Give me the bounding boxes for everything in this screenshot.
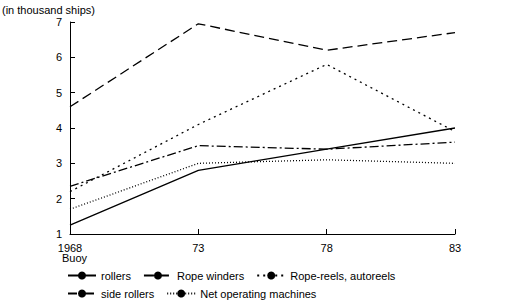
svg-text:4: 4: [56, 122, 62, 134]
svg-text:73: 73: [192, 242, 204, 254]
svg-text:Rope-reels, autoreels: Rope-reels, autoreels: [290, 270, 396, 282]
svg-text:2: 2: [56, 193, 62, 205]
svg-text:3: 3: [56, 157, 62, 169]
svg-text:Net operating machines: Net operating machines: [200, 288, 317, 300]
svg-text:1968: 1968: [58, 242, 82, 254]
svg-text:Rope winders: Rope winders: [177, 270, 245, 282]
svg-text:rollers: rollers: [101, 270, 131, 282]
svg-text:5: 5: [56, 87, 62, 99]
svg-text:6: 6: [56, 51, 62, 63]
svg-text:83: 83: [449, 242, 461, 254]
svg-text:side rollers: side rollers: [101, 288, 155, 300]
svg-text:Buoy: Buoy: [62, 251, 88, 264]
svg-text:1: 1: [56, 228, 62, 240]
svg-text:78: 78: [321, 242, 333, 254]
svg-text:(in thousand ships): (in thousand ships): [2, 4, 95, 16]
svg-text:7: 7: [56, 16, 62, 28]
